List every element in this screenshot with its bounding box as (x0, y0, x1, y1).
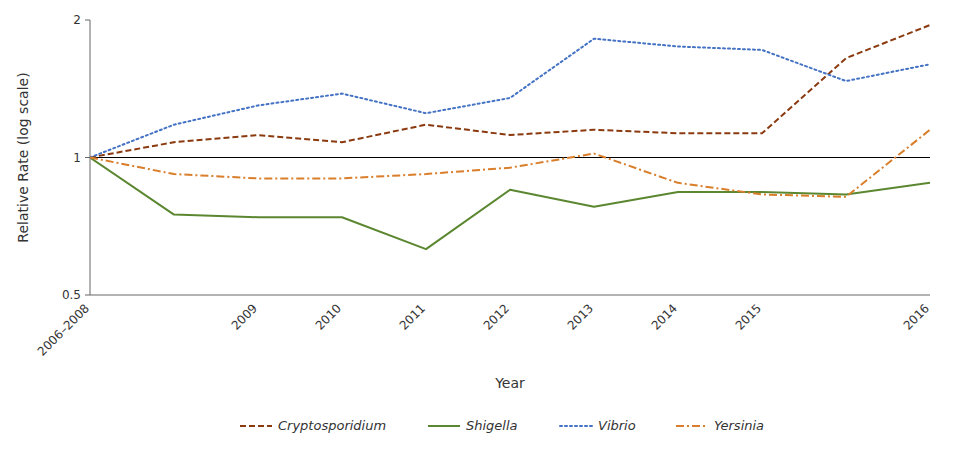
x-tick-label: 2009 (229, 301, 260, 332)
legend-swatch (676, 425, 708, 427)
series-line (90, 130, 930, 197)
y-tick (85, 20, 90, 21)
x-tick-label: 2011 (397, 301, 428, 332)
x-tick-label: 2014 (649, 301, 680, 332)
series-line (90, 158, 930, 250)
legend-label: Cryptosporidium (278, 418, 386, 433)
chart: 0.5 1 2 2006–2008 2009 2010 2011 2012 2013 2014 20… (0, 0, 960, 455)
legend-swatch (240, 425, 272, 427)
y-tick (85, 157, 90, 158)
y-tick (85, 295, 90, 296)
y-axis-label: Relative Rate (log scale) (15, 72, 31, 242)
legend-label: Yersinia (714, 418, 764, 433)
plot-area (90, 25, 930, 249)
legend-swatch (560, 425, 592, 427)
series-line (90, 25, 930, 157)
reference-line (90, 157, 930, 158)
legend-label: Vibrio (598, 418, 636, 433)
x-tick-label: 2006–2008 (35, 301, 92, 358)
x-axis-line (90, 295, 930, 296)
x-tick-label: 2013 (565, 301, 596, 332)
legend-swatch (428, 425, 460, 427)
x-tick-label: 2012 (481, 301, 512, 332)
x-tick-label: 2010 (313, 301, 344, 332)
series-line (90, 39, 930, 158)
x-tick-label: 2016 (901, 301, 932, 332)
x-tick-label: 2015 (733, 301, 764, 332)
y-tick-label: 1 (73, 151, 81, 165)
y-tick-label: 2 (73, 13, 81, 27)
x-axis-label: Year (494, 375, 525, 391)
legend-label: Shigella (466, 418, 518, 433)
legend: Cryptosporidium Shigella Vibrio Yersinia (240, 418, 764, 433)
y-tick-label: 0.5 (62, 288, 81, 302)
